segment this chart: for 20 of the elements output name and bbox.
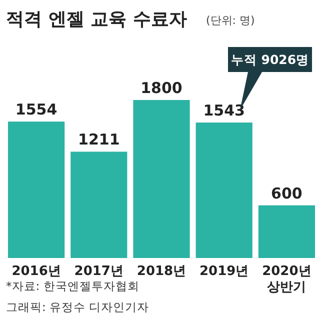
data-label: 600 [271, 184, 302, 202]
text: *자료: 한국엔젤투자협회 [6, 279, 140, 293]
bar [70, 152, 128, 258]
x-tick-label: 2016년 [12, 264, 61, 279]
bar [258, 205, 315, 258]
x-tick-label: 2020년 상반기 [262, 264, 312, 295]
data-label: 1554 [15, 100, 58, 119]
text: 그래픽: 유정수 디자인기자 [6, 300, 150, 314]
x-tick-label: 2019년 [200, 264, 249, 279]
bar [8, 122, 65, 258]
chart-subtitle: (단위: 명) [206, 14, 255, 27]
x-tick-label: 2017년 [74, 264, 124, 279]
bar [133, 100, 190, 258]
x-tick-label: 2018년 [136, 264, 186, 279]
data-label: 1211 [78, 130, 120, 149]
bar [196, 122, 252, 258]
data-label: 1543 [203, 102, 245, 120]
chart-title: 적격 엔젤 교육 수료자 [6, 9, 187, 30]
data-label: 1800 [140, 79, 182, 97]
text: 누적 9026명 [230, 52, 310, 67]
